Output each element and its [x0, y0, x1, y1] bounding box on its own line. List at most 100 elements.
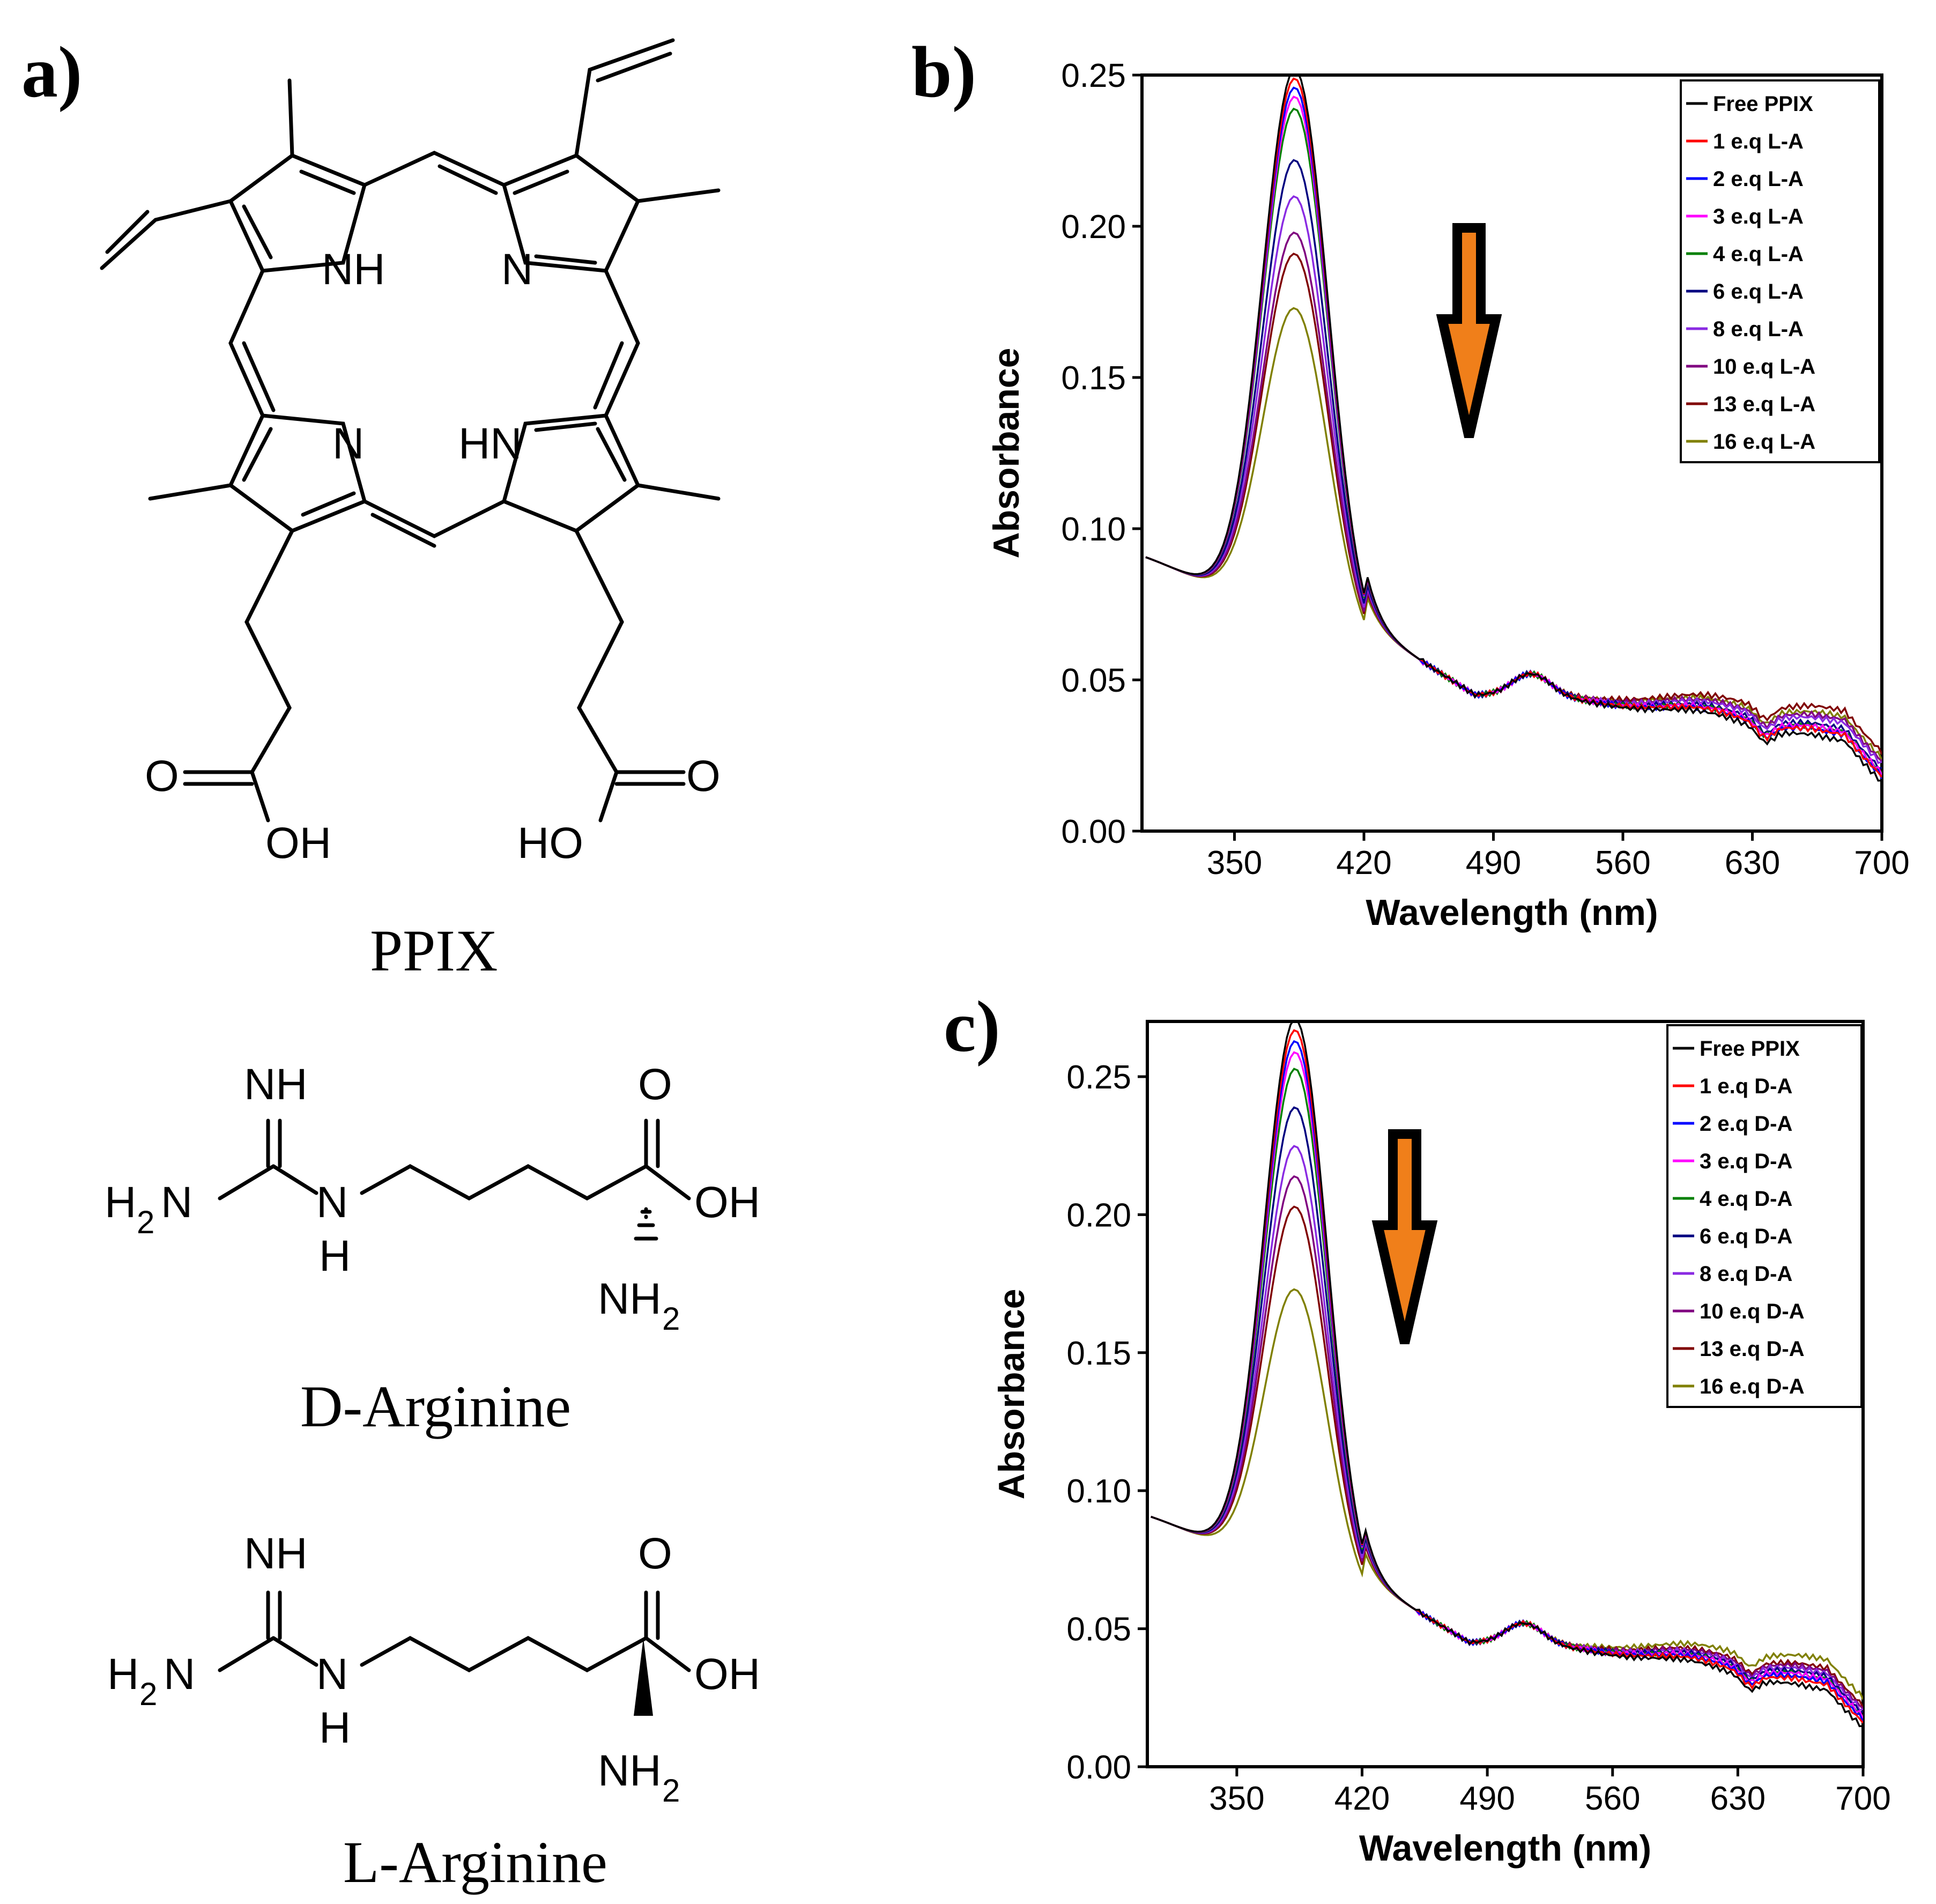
- y-tick-label: 0.20: [1066, 1197, 1131, 1234]
- x-tick-label: 490: [1466, 844, 1521, 881]
- legend-label: 16 e.q L-A: [1713, 430, 1815, 454]
- legend-label: 13 e.q L-A: [1713, 392, 1815, 416]
- y-tick-label: 0.00: [1066, 1749, 1131, 1786]
- legend-label: 13 e.q D-A: [1700, 1337, 1805, 1361]
- legend-label: 3 e.q D-A: [1700, 1150, 1792, 1173]
- d-arginine-name: D-Arginine: [300, 1374, 571, 1439]
- series-group: [1151, 1021, 1863, 1728]
- plot-frame: [1140, 73, 1883, 833]
- d-arg-atom-h2n-n: N: [161, 1178, 192, 1227]
- y-tick-label: 0.05: [1066, 1611, 1131, 1648]
- l-arg-atom-h2n-n: N: [164, 1650, 195, 1699]
- x-axis-title: Wavelength (nm): [1366, 892, 1658, 933]
- legend-label: 1 e.q D-A: [1700, 1075, 1792, 1098]
- plot-frame: [1146, 1020, 1865, 1768]
- x-tick-label: 630: [1710, 1780, 1766, 1817]
- l-arg-wedge-bond: [634, 1638, 653, 1716]
- ppix-atom-oh-left: OH: [265, 819, 331, 868]
- x-tick-label: 490: [1459, 1780, 1515, 1817]
- ppix-name: PPIX: [370, 918, 498, 983]
- legend-box: [1666, 1024, 1863, 1408]
- x-tick-label: 350: [1209, 1780, 1264, 1817]
- legend-label: 4 e.q L-A: [1713, 242, 1804, 266]
- ppix-atom-n-top: N: [501, 245, 533, 294]
- x-tick-label: 420: [1336, 844, 1391, 881]
- d-arg-atom-o: O: [638, 1060, 672, 1109]
- series-group: [1145, 75, 1882, 782]
- x-tick-label: 560: [1585, 1780, 1640, 1817]
- d-arg-atom-n-link: N: [316, 1178, 348, 1227]
- panel-a-label: a): [21, 32, 82, 113]
- legend-label: 6 e.q L-A: [1713, 280, 1804, 303]
- l-arg-atom-nh2: NH: [598, 1746, 661, 1795]
- ppix-atom-o-left: O: [145, 752, 179, 801]
- series-line-free-ppix: [1151, 1021, 1863, 1728]
- y-tick-label: 0.10: [1061, 511, 1126, 548]
- l-arginine-structure: NH H 2 N N H O OH NH 2 L-Arginine: [107, 1529, 760, 1895]
- x-tick-label: 630: [1725, 844, 1780, 881]
- legend-label: 10 e.q D-A: [1700, 1300, 1805, 1323]
- ppix-atom-ho-right: HO: [517, 819, 583, 868]
- legend-label: 3 e.q L-A: [1713, 205, 1804, 228]
- ppix-structure: [100, 38, 721, 823]
- l-arginine-name: L-Arginine: [343, 1829, 607, 1895]
- y-tick-label: 0.15: [1061, 360, 1126, 397]
- legend-label: 1 e.q L-A: [1713, 130, 1804, 153]
- l-arg-atom-h-link: H: [319, 1703, 351, 1752]
- chart-b: 0.00 0.05 0.10 0.15 0.20 0.25 350 420 490 560 630 7…: [986, 57, 1910, 933]
- y-tick-label: 0.10: [1066, 1473, 1131, 1510]
- x-tick-label: 700: [1854, 844, 1909, 881]
- ppix-atom-o-right: O: [686, 752, 721, 801]
- ppix-atom-labels: NH N N HN O OH HO O: [145, 245, 721, 868]
- y-tick-label: 0.00: [1061, 813, 1126, 850]
- legend-label: 6 e.q D-A: [1700, 1225, 1792, 1248]
- chart-c: 0.00 0.05 0.10 0.15 0.20 0.25 350 420 490 560 630 7…: [991, 1020, 1891, 1869]
- l-arg-atom-nh2-sub: 2: [662, 1773, 680, 1809]
- l-arg-atom-h2n-h: H: [107, 1650, 139, 1699]
- legend: Free PPIX 1 e.q L-A 2 e.q L-A 3 e.q L-A 4 e.…: [1680, 79, 1880, 463]
- y-axis-title: Absorbance: [986, 348, 1027, 559]
- d-arg-atom-h2n-sub: 2: [137, 1204, 154, 1240]
- legend-label: Free PPIX: [1700, 1037, 1800, 1061]
- panel-c-label: c): [944, 987, 1000, 1067]
- panel-b-label: b): [911, 32, 976, 113]
- y-tick-label: 0.25: [1066, 1059, 1131, 1096]
- l-arg-atom-nh-imine: NH: [244, 1529, 307, 1578]
- panel-a: a): [21, 32, 760, 1895]
- d-arg-atom-nh2: NH: [598, 1275, 661, 1323]
- d-arg-atom-oh: OH: [694, 1178, 760, 1227]
- x-tick-label: 420: [1334, 1780, 1390, 1817]
- d-arginine-structure: NH H 2 N N H O OH NH 2 D-Arginine: [105, 1060, 760, 1439]
- legend-label: 8 e.q D-A: [1700, 1262, 1792, 1286]
- y-tick-label: 0.05: [1061, 662, 1126, 699]
- d-arg-atom-h-link: H: [319, 1232, 351, 1280]
- x-tick-label: 560: [1595, 844, 1650, 881]
- legend-box: [1680, 79, 1880, 463]
- legend-label: Free PPIX: [1713, 92, 1813, 116]
- ppix-atom-hn-bottom: HN: [458, 419, 522, 468]
- y-tick-label: 0.25: [1061, 57, 1126, 94]
- d-arg-atom-nh-imine: NH: [244, 1060, 307, 1109]
- x-axis-title: Wavelength (nm): [1359, 1828, 1651, 1869]
- x-tick-label: 700: [1835, 1780, 1890, 1817]
- d-arg-atom-nh2-sub: 2: [662, 1301, 680, 1337]
- legend-label: 8 e.q L-A: [1713, 317, 1804, 341]
- series-line-free-ppix: [1145, 75, 1882, 782]
- legend: Free PPIX 1 e.q D-A 2 e.q D-A 3 e.q D-A 4 e.…: [1666, 1024, 1863, 1408]
- decrease-arrow-icon: [1371, 1129, 1438, 1344]
- legend-label: 10 e.q L-A: [1713, 355, 1815, 379]
- ppix-atom-n-bottom: N: [332, 419, 364, 468]
- l-arg-atom-o: O: [638, 1529, 672, 1578]
- l-arg-atom-n-link: N: [316, 1650, 348, 1699]
- legend-label: 16 e.q D-A: [1700, 1375, 1805, 1398]
- x-tick-label: 350: [1207, 844, 1262, 881]
- l-arg-atom-oh: OH: [694, 1650, 760, 1699]
- legend-label: 2 e.q L-A: [1713, 167, 1804, 191]
- y-tick-label: 0.20: [1061, 209, 1126, 246]
- decrease-arrow-icon: [1436, 223, 1502, 438]
- l-arg-atom-h2n-sub: 2: [139, 1676, 157, 1712]
- legend-label: 4 e.q D-A: [1700, 1187, 1792, 1211]
- y-tick-label: 0.15: [1066, 1335, 1131, 1372]
- y-axis-title: Absorbance: [991, 1289, 1032, 1500]
